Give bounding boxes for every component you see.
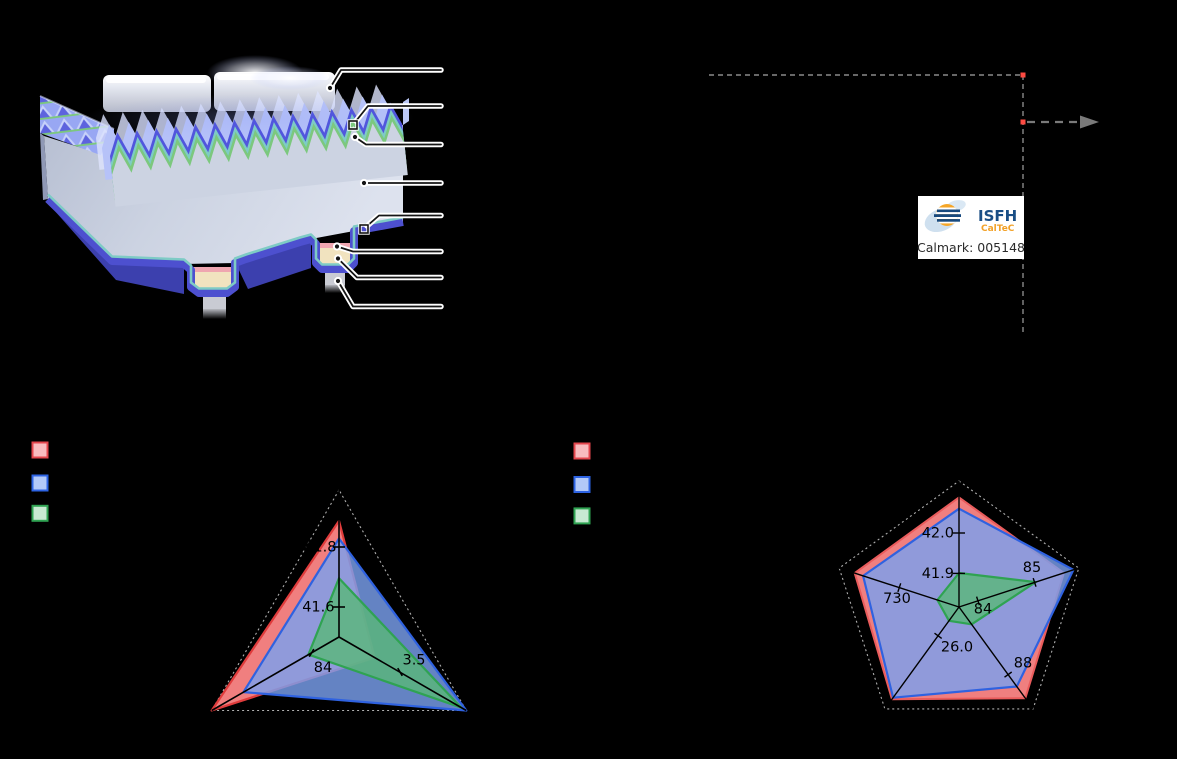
- poly-si-cream-layer-1: [193, 272, 233, 290]
- callout-line-5: [366, 214, 442, 227]
- tick-label-85: 85: [1023, 560, 1041, 576]
- tick-label-41-9: 41.9: [922, 566, 954, 582]
- legend-panel-d: [573, 442, 591, 525]
- callout-dot-stub: [333, 276, 343, 286]
- callout-line-7: [337, 257, 442, 279]
- panel-b-certified-iv-plot: ISFH CalTeC Calmark: 005148: [709, 72, 1099, 336]
- radar-frame-dashed: [838, 480, 1080, 710]
- legend-swatch-blue: [573, 476, 591, 493]
- isfh-caltec-logo: ISFH CalTeC Calmark: 005148: [917, 196, 1025, 259]
- metal-stub-1-fade: [203, 308, 226, 319]
- tick-label-42-0: 42.0: [922, 526, 954, 542]
- logo-bar-2: [934, 214, 961, 217]
- tick-label-730: 730: [883, 591, 911, 607]
- radar-axes: [211, 490, 467, 712]
- radar-frame-dashed: [210, 488, 468, 712]
- logo-org-text: ISFH: [978, 207, 1017, 225]
- callout-square-marker-arc-core: [348, 120, 358, 130]
- tick-label-84: 84: [974, 602, 992, 618]
- legend-swatch-green: [573, 507, 591, 525]
- logo-sun-stripes: [936, 207, 958, 224]
- panel-a-solar-cell-diagram: [39, 55, 444, 319]
- wafer-left-face: [40, 133, 48, 200]
- callout-line-6: [336, 245, 442, 253]
- callout-dot-green-layer: [350, 132, 360, 142]
- legend-panel-c: [31, 441, 49, 522]
- radar-series-green: [307, 577, 463, 709]
- panel-c-radar-triangle: 41.8 41.6 84 3.5: [210, 488, 468, 712]
- marker-mpp-point: [1020, 119, 1026, 125]
- callout-dot-busbar: [325, 83, 335, 93]
- marker-isc-point: [1020, 72, 1026, 78]
- callout-line-3: [354, 136, 442, 146]
- tick-label-41-6: 41.6: [302, 600, 334, 616]
- logo-bar-3: [937, 219, 960, 222]
- tick-label-88: 88: [1014, 656, 1032, 672]
- pyramid-texture-field: [40, 96, 114, 160]
- panel-d-radar-pentagon: 42.0 41.9 85 84 730 26.0 88: [838, 480, 1080, 710]
- logo-calmark-text: Calmark: 005148: [917, 240, 1025, 255]
- callout-lines: [325, 67, 444, 310]
- callout-dot-wafer: [359, 178, 369, 188]
- callout-line-1: [329, 69, 442, 89]
- callout-line-2: [355, 105, 442, 122]
- busbar-highlight: [250, 66, 330, 90]
- legend-swatch-blue: [31, 474, 49, 492]
- bottom-face-middle: [237, 241, 311, 289]
- legend-swatch-red: [573, 442, 591, 460]
- callout-square-marker-rear-core: [359, 224, 369, 234]
- arrow-head: [1080, 115, 1099, 129]
- texture-right-side-face: [403, 98, 409, 125]
- tick-label-26-0: 26.0: [941, 640, 973, 656]
- legend-swatch-green: [31, 504, 49, 522]
- callout-line-8: [337, 280, 442, 308]
- rear-passivation-pink-layer-1: [193, 267, 233, 273]
- tick-label-41-8: 41.8: [304, 540, 336, 556]
- legend-swatch-red: [31, 441, 49, 459]
- rear-teal-layer: [47, 193, 404, 290]
- radar-axes: [838, 481, 1080, 710]
- logo-sub-text: CalTeC: [981, 224, 1015, 234]
- callout-dot-pink-layer: [332, 242, 342, 251]
- tick-label-3-5: 3.5: [402, 653, 425, 669]
- logo-bar-1: [937, 209, 960, 213]
- metal-stub-1: [203, 294, 226, 309]
- bottom-face-left: [48, 201, 184, 294]
- callout-dot-cream-layer: [333, 254, 343, 263]
- metal-stub-2-fade: [325, 284, 345, 293]
- tick-label-84: 84: [314, 660, 332, 676]
